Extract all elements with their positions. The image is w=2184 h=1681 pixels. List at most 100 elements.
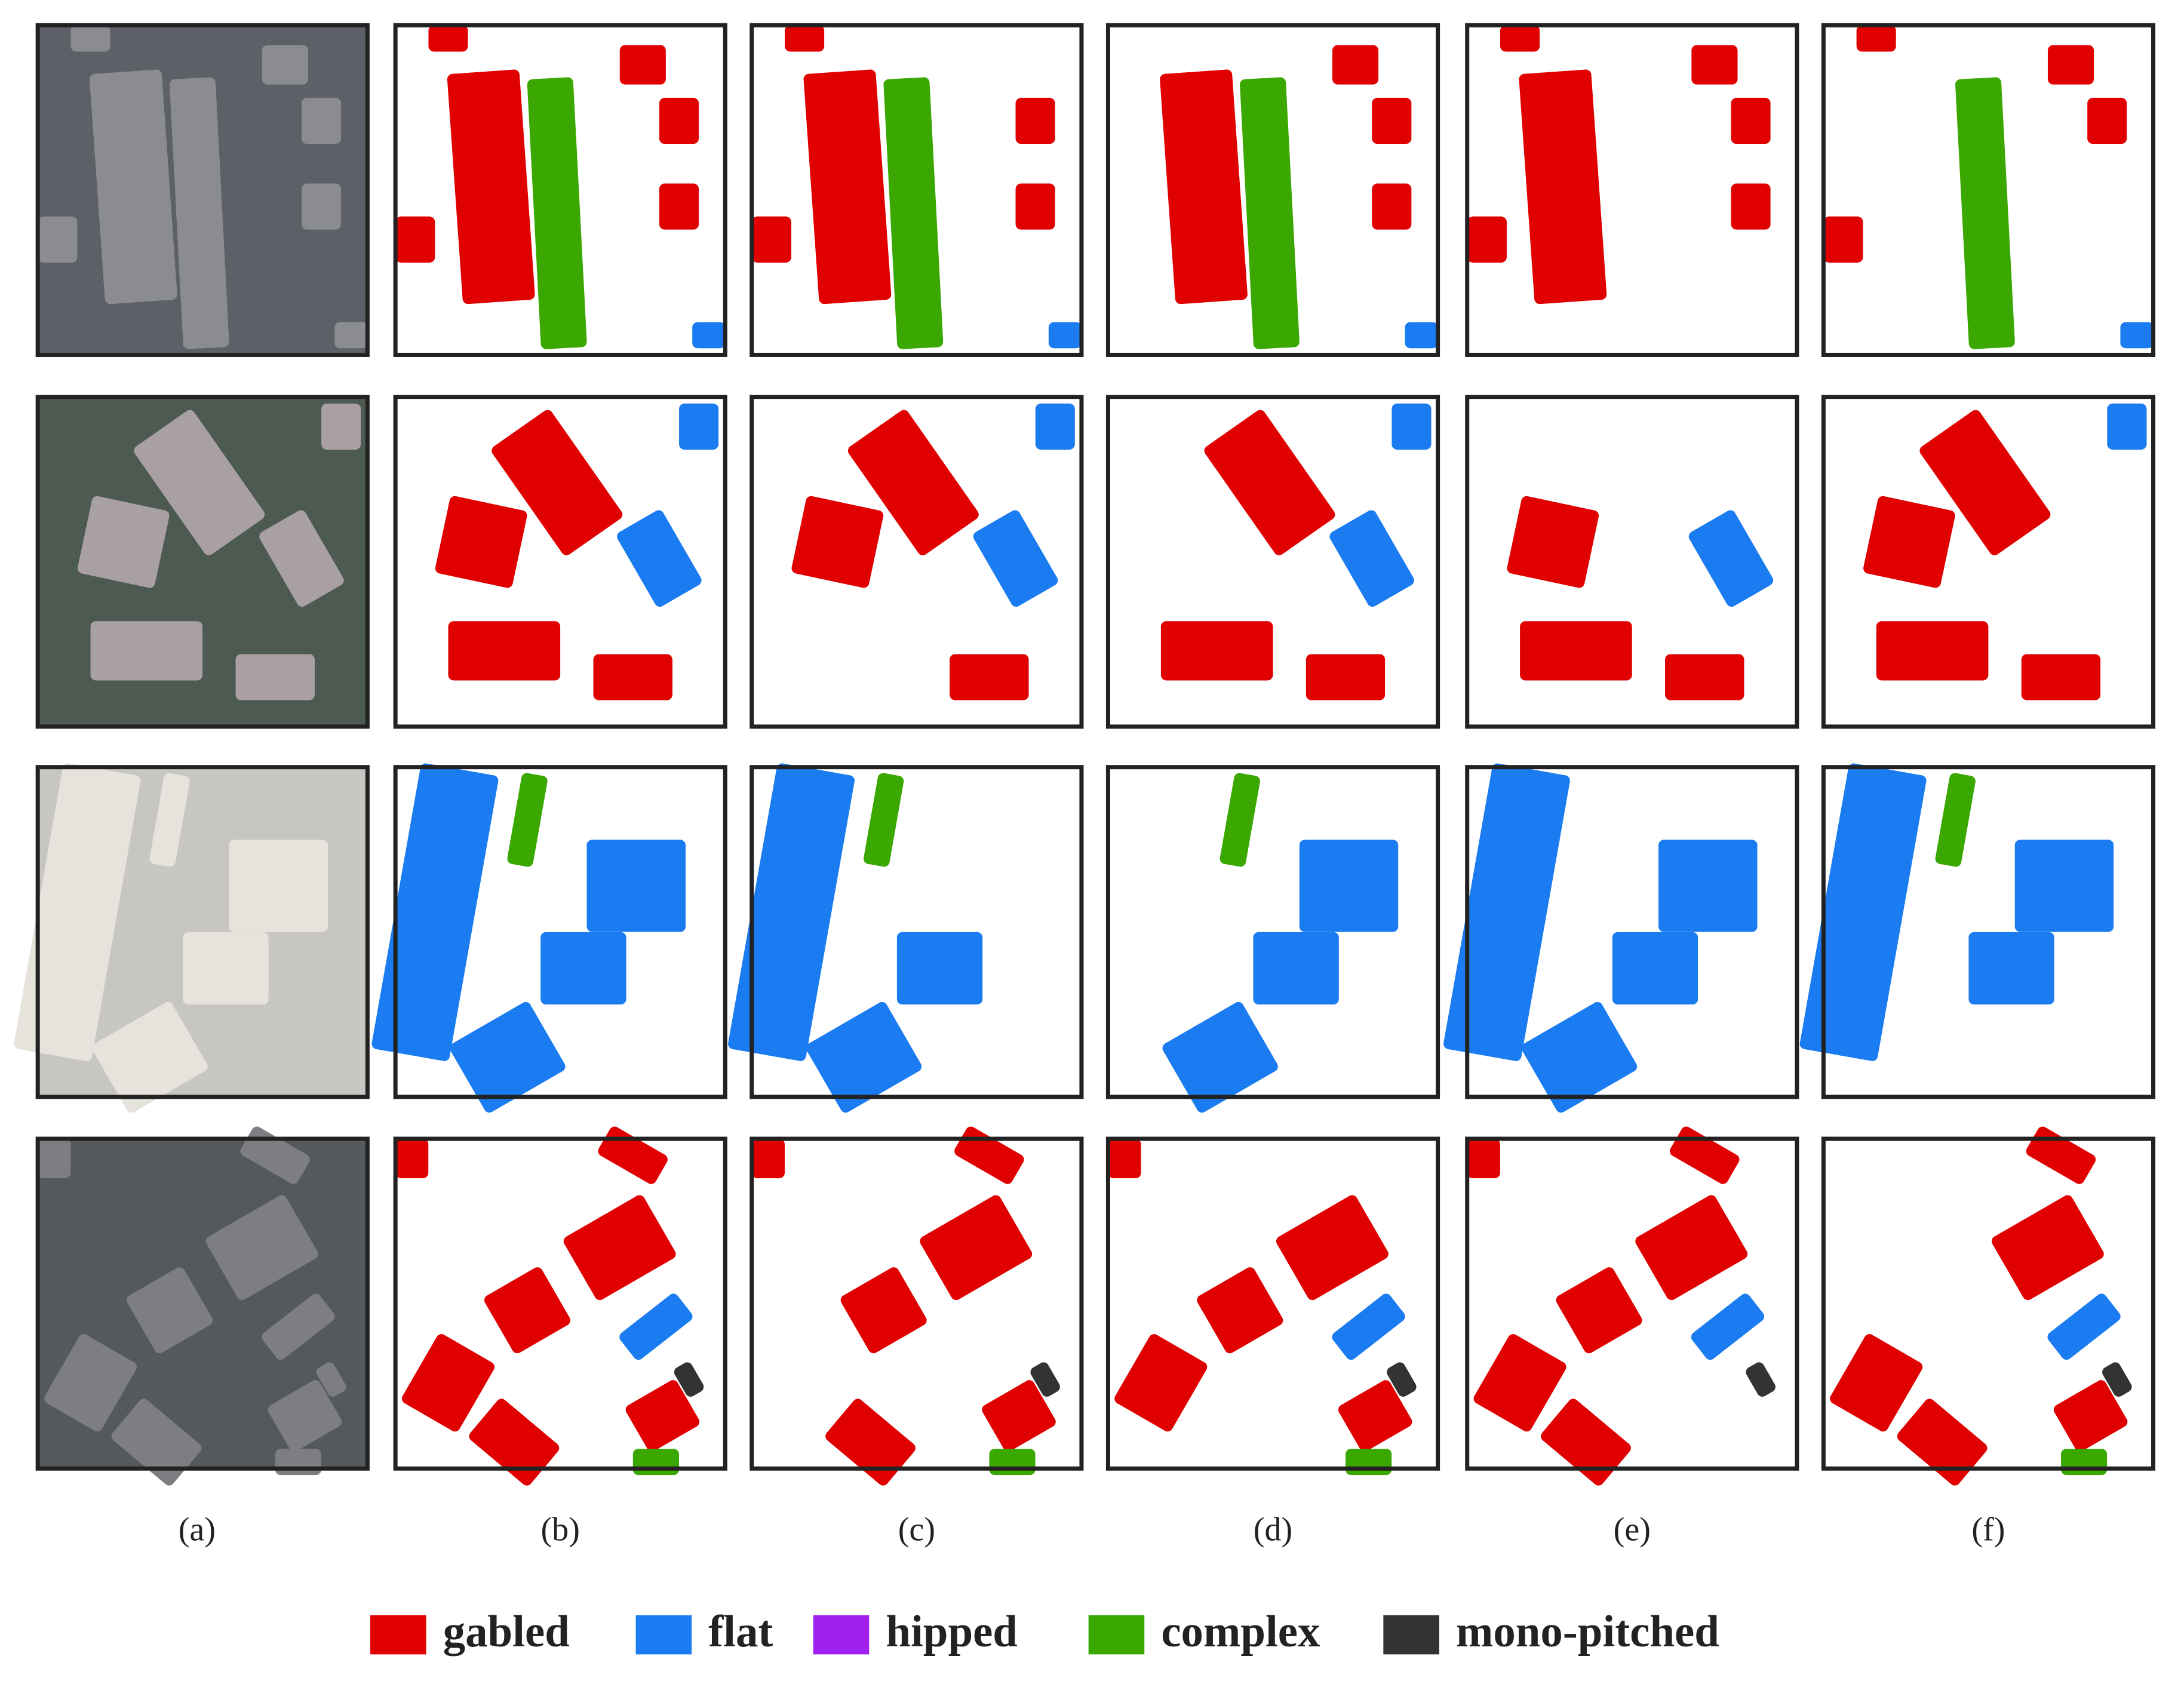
roof-segment	[1506, 495, 1600, 589]
panel-border	[393, 23, 727, 357]
roof	[275, 1449, 321, 1475]
roof-segment	[1108, 1139, 1141, 1178]
roof-segment	[395, 1139, 428, 1178]
roof-segment	[897, 932, 983, 1004]
roof-segment	[1240, 77, 1300, 349]
roof-segment	[1195, 1265, 1285, 1356]
roof-segment	[1219, 772, 1261, 868]
panel-border	[1821, 1136, 2156, 1471]
roof-segment	[633, 1449, 679, 1475]
roof-segment	[971, 508, 1059, 609]
roof-segment	[679, 404, 718, 450]
roof-segment	[1467, 1139, 1500, 1178]
roof-segment	[2087, 98, 2127, 144]
panel-border	[35, 765, 370, 1099]
legend-swatch	[1088, 1615, 1145, 1655]
column-label: (b)	[540, 1511, 579, 1548]
roof-segment	[447, 69, 535, 305]
roof-segment	[586, 840, 686, 932]
roof-segment	[1016, 183, 1055, 229]
roof-segment	[2048, 45, 2094, 84]
legend-label: mono-pitched	[1456, 1607, 1719, 1657]
roof-segment	[1372, 183, 1411, 229]
panel-border	[1105, 765, 1440, 1099]
roof-segment	[467, 1397, 561, 1488]
roof-segment	[1160, 1000, 1280, 1115]
roof	[42, 1332, 139, 1434]
roof-segment	[1520, 621, 1632, 680]
panel-border	[393, 395, 727, 729]
roof-segment	[2045, 1292, 2123, 1362]
segmentation-map	[1821, 23, 2156, 357]
roof-segment	[483, 1265, 573, 1356]
roof-segment	[823, 1397, 917, 1488]
panel-border	[35, 1136, 370, 1471]
roof	[132, 408, 267, 558]
column-label: (e)	[1614, 1511, 1651, 1548]
roof-segment	[1500, 25, 1540, 51]
roof-segment	[1519, 1000, 1639, 1115]
aerial-image	[35, 395, 370, 729]
roof-segment	[2061, 1449, 2107, 1475]
roof-segment	[1895, 1397, 1989, 1488]
segmentation-map	[1821, 395, 2156, 729]
legend-swatch	[1383, 1615, 1439, 1655]
roof-segment	[1385, 1360, 1418, 1399]
roof-segment	[1691, 45, 1737, 84]
panel-border	[1465, 765, 1799, 1099]
roof-segment	[1028, 1360, 1062, 1399]
panel-border	[1821, 23, 2156, 357]
roof-segment	[1274, 1193, 1391, 1302]
roof-segment	[540, 932, 626, 1004]
roof-segment	[1658, 840, 1758, 932]
roof-segment	[1016, 98, 1055, 144]
roof-segment	[561, 1193, 678, 1302]
panel-border	[749, 395, 1084, 729]
segmentation-map	[1465, 1124, 1799, 1488]
roof	[149, 772, 191, 868]
roof-segment	[1372, 98, 1411, 144]
roof	[38, 217, 77, 263]
roof-segment	[1036, 404, 1075, 450]
roof-segment	[1731, 183, 1770, 229]
roof-segment	[1731, 98, 1770, 144]
panel-border	[749, 23, 1084, 357]
roof-segment	[1519, 69, 1607, 305]
panel-border	[1105, 1136, 1440, 1471]
roof-segment	[1876, 621, 1989, 680]
roof-segment	[1687, 508, 1775, 609]
segmentation-map	[749, 23, 1084, 357]
roof-segment	[692, 322, 725, 348]
roof-segment	[950, 654, 1029, 700]
roof-segment	[1443, 763, 1571, 1062]
panel-border	[1821, 765, 2156, 1099]
roof-segment	[883, 77, 944, 349]
roof-segment	[785, 25, 824, 51]
segmentation-map	[1465, 23, 1799, 357]
roof-segment	[1823, 217, 1863, 263]
roof-segment	[1472, 1332, 1568, 1434]
segmentation-map	[749, 1124, 1084, 1488]
roof-segment	[1934, 772, 1976, 868]
roof-segment	[428, 25, 468, 51]
roof-segment	[1330, 1292, 1408, 1362]
roof-segment	[1300, 840, 1399, 932]
segmentation-map	[371, 763, 727, 1115]
roof-segment	[804, 1000, 923, 1115]
legend-swatch	[635, 1615, 692, 1655]
segmentation-map	[1443, 763, 1799, 1115]
roof	[13, 763, 142, 1062]
roof-segment	[448, 621, 560, 680]
roof	[302, 98, 341, 144]
roof-segment	[593, 654, 672, 700]
roof-segment	[1633, 1193, 1750, 1302]
roof-segment	[918, 1193, 1034, 1302]
roof-segment	[506, 772, 548, 868]
roof	[109, 1397, 204, 1488]
roof-segment	[2100, 1360, 2134, 1399]
roof-segment	[1828, 1332, 1925, 1434]
roof-segment	[1799, 763, 1927, 1062]
segmentation-map	[1105, 23, 1440, 357]
